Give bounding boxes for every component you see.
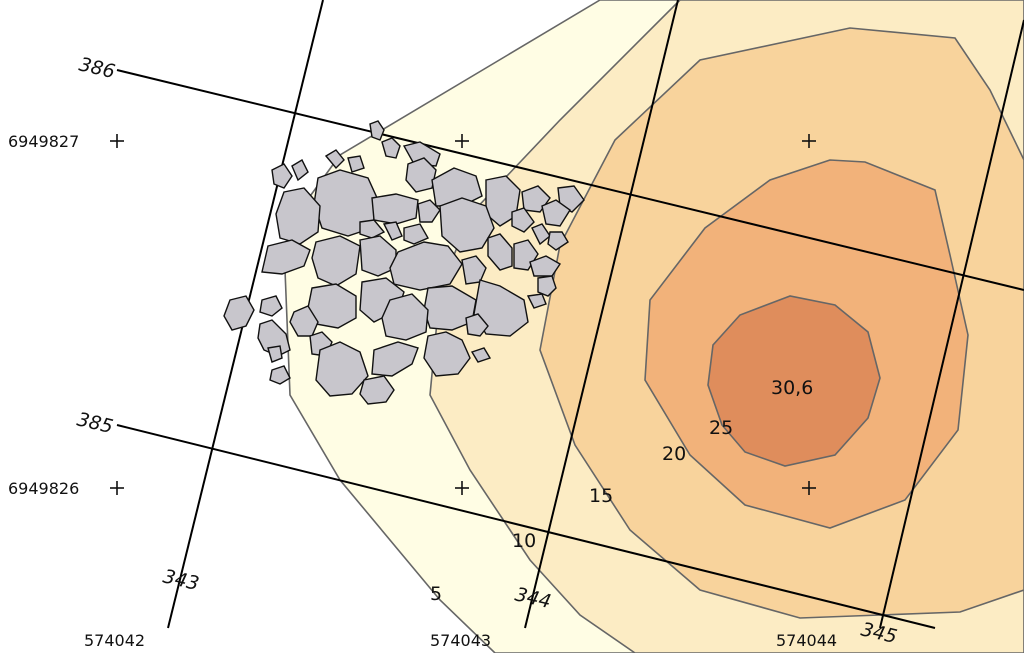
stone — [271, 163, 293, 189]
easting-label: 574043 — [430, 631, 491, 650]
survey-line-345 — [879, 19, 1024, 629]
cross-marker — [802, 134, 816, 148]
line-label-343: 343 — [161, 565, 201, 595]
stone — [470, 347, 492, 363]
cross-marker — [802, 481, 816, 495]
stone — [382, 221, 403, 241]
contour-label-15: 15 — [589, 485, 613, 507]
line-label-386: 386 — [77, 53, 117, 83]
stone — [487, 233, 513, 271]
stone — [291, 159, 309, 182]
northing-label: 6949827 — [8, 132, 79, 151]
contour-fills — [284, 0, 1024, 653]
stone — [403, 223, 429, 245]
survey-line-344 — [524, 0, 679, 629]
stone — [269, 365, 291, 385]
northing-label: 6949826 — [8, 479, 79, 498]
stone — [275, 187, 321, 245]
stone — [541, 199, 571, 227]
stone — [371, 341, 419, 377]
stone — [417, 199, 441, 223]
peak-value-label: 30,6 — [771, 377, 813, 399]
stone — [537, 275, 557, 297]
cross-marker — [110, 134, 124, 148]
stone — [405, 157, 437, 193]
stone — [461, 255, 487, 285]
stone — [259, 295, 283, 317]
stone — [324, 149, 345, 170]
stone — [369, 120, 385, 141]
stone — [547, 231, 569, 251]
stone — [381, 293, 429, 341]
easting-label: 574042 — [84, 631, 145, 650]
stone — [261, 239, 311, 275]
stone — [526, 293, 547, 309]
stone — [311, 235, 361, 287]
stone — [389, 241, 463, 291]
stone — [465, 313, 489, 337]
stone-cluster — [223, 120, 585, 405]
stone — [315, 341, 369, 397]
stone — [511, 207, 535, 233]
survey-line-386 — [116, 69, 1024, 291]
contour-label-10: 10 — [512, 530, 536, 552]
contour-label-25: 25 — [709, 417, 733, 439]
stone — [257, 319, 291, 357]
stone — [359, 375, 395, 405]
stone — [267, 345, 283, 363]
survey-line-385 — [116, 424, 936, 629]
stone — [223, 295, 255, 331]
easting-label: 574044 — [776, 631, 837, 650]
contour-label-20: 20 — [662, 443, 686, 465]
contour-area-25 — [707, 295, 881, 467]
contour-label-5: 5 — [430, 583, 442, 605]
cross-marker — [455, 134, 469, 148]
cross-marker — [455, 481, 469, 495]
line-label-385: 385 — [75, 408, 115, 438]
stone — [347, 155, 365, 173]
survey-lines — [116, 0, 1024, 629]
stone — [423, 331, 471, 377]
stone — [402, 141, 441, 167]
stone — [381, 137, 401, 159]
cross-marker — [110, 481, 124, 495]
stone — [371, 193, 419, 225]
survey-crosses — [110, 134, 816, 495]
stone — [359, 219, 386, 239]
stone — [529, 255, 561, 277]
